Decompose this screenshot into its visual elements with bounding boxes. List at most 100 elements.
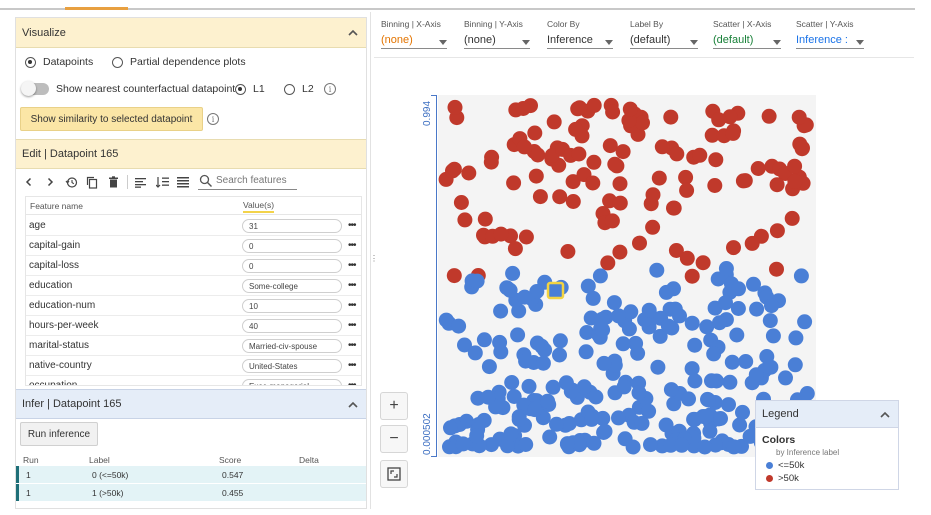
datapoint-low[interactable] bbox=[729, 327, 745, 343]
datapoint-high[interactable] bbox=[528, 168, 544, 184]
datapoint-low[interactable] bbox=[558, 375, 574, 391]
datapoint-low[interactable] bbox=[658, 284, 674, 300]
datapoint-low[interactable] bbox=[748, 367, 764, 383]
datapoint-low[interactable] bbox=[457, 337, 472, 353]
feature-value-input[interactable] bbox=[242, 219, 342, 233]
datapoint-low[interactable] bbox=[527, 402, 543, 418]
datapoint-high[interactable] bbox=[457, 212, 473, 228]
datapoint-high[interactable] bbox=[791, 109, 807, 125]
datapoint-low[interactable] bbox=[699, 319, 715, 335]
datapoint-low[interactable] bbox=[718, 295, 733, 311]
dropdown-value[interactable]: (none) bbox=[464, 34, 530, 49]
datapoint-low[interactable] bbox=[521, 378, 537, 394]
panel-divider[interactable] bbox=[370, 12, 371, 509]
datapoint-high[interactable] bbox=[605, 104, 621, 120]
run-inference-button[interactable]: Run inference bbox=[20, 422, 98, 446]
feature-value-input[interactable] bbox=[242, 299, 342, 313]
datapoint-high[interactable] bbox=[679, 250, 695, 266]
datapoint-low[interactable] bbox=[793, 268, 809, 284]
visualize-header[interactable]: Visualize bbox=[16, 18, 366, 48]
next-datapoint-icon[interactable] bbox=[43, 175, 57, 189]
radio-l2[interactable]: L2 bbox=[284, 83, 314, 95]
datapoint-low[interactable] bbox=[469, 273, 485, 289]
dropdown-value[interactable]: Inference : bbox=[796, 34, 864, 49]
datapoint-high[interactable] bbox=[722, 109, 738, 125]
datapoint-low[interactable] bbox=[704, 373, 719, 389]
resize-handle[interactable]: ⋮ bbox=[370, 254, 378, 263]
datapoint-low[interactable] bbox=[438, 312, 454, 328]
more-options-icon[interactable]: ••• bbox=[348, 280, 356, 291]
datapoint-low[interactable] bbox=[467, 345, 483, 361]
datapoint-high[interactable] bbox=[600, 255, 616, 271]
datapoint-high[interactable] bbox=[787, 158, 803, 174]
datapoint-high[interactable] bbox=[769, 261, 784, 277]
datapoint-low[interactable] bbox=[579, 325, 595, 340]
feature-value-input[interactable] bbox=[242, 339, 342, 353]
datapoint-high[interactable] bbox=[695, 255, 711, 271]
datapoint-high[interactable] bbox=[586, 97, 602, 113]
zoom-in-button[interactable]: + bbox=[380, 392, 408, 420]
binning-x-dropdown[interactable]: Binning | X-Axis (none) bbox=[381, 19, 447, 51]
radio-l1-dot[interactable] bbox=[235, 83, 246, 95]
datapoint-high[interactable] bbox=[651, 170, 667, 186]
datapoint-high[interactable] bbox=[761, 108, 777, 124]
feature-value-input[interactable] bbox=[242, 259, 342, 273]
datapoint-high[interactable] bbox=[612, 244, 628, 260]
datapoint-low[interactable] bbox=[561, 416, 577, 431]
infer-header[interactable]: Infer | Datapoint 165 bbox=[16, 389, 366, 419]
fit-to-screen-button[interactable] bbox=[380, 460, 408, 488]
chevron-up-icon[interactable] bbox=[346, 26, 360, 40]
datapoint-low[interactable] bbox=[724, 354, 740, 370]
datapoint-high[interactable] bbox=[795, 140, 810, 156]
datapoint-low[interactable] bbox=[615, 336, 631, 352]
datapoint-high[interactable] bbox=[530, 147, 546, 163]
datapoint-low[interactable] bbox=[634, 415, 650, 431]
search-input[interactable] bbox=[216, 175, 296, 186]
datapoint-low[interactable] bbox=[504, 375, 520, 390]
datapoint-low[interactable] bbox=[617, 431, 633, 447]
list-view-icon[interactable] bbox=[176, 175, 190, 189]
datapoint-high[interactable] bbox=[507, 241, 523, 257]
chevron-down-icon[interactable] bbox=[522, 40, 530, 45]
label-by-dropdown[interactable]: Label By (default) bbox=[630, 19, 698, 51]
datapoint-low[interactable] bbox=[712, 315, 727, 331]
binning-y-dropdown[interactable]: Binning | Y-Axis (none) bbox=[464, 19, 530, 51]
datapoint-low[interactable] bbox=[652, 328, 668, 344]
zoom-out-button[interactable]: − bbox=[380, 425, 408, 453]
datapoint-high[interactable] bbox=[568, 121, 584, 137]
datapoint-low[interactable] bbox=[549, 416, 564, 432]
datapoint-low[interactable] bbox=[480, 389, 496, 405]
datapoint-low[interactable] bbox=[788, 330, 804, 346]
datapoint-high[interactable] bbox=[477, 211, 493, 227]
datapoint-low[interactable] bbox=[586, 435, 602, 451]
datapoint-high[interactable] bbox=[552, 189, 568, 205]
datapoint-high[interactable] bbox=[602, 138, 618, 154]
datapoint-high[interactable] bbox=[635, 115, 650, 131]
dropdown-value[interactable]: (default) bbox=[713, 34, 781, 49]
datapoint-low[interactable] bbox=[706, 346, 722, 362]
datapoint-low[interactable] bbox=[674, 437, 690, 453]
datapoint-low[interactable] bbox=[746, 276, 761, 292]
datapoint-high[interactable] bbox=[447, 99, 463, 115]
datapoint-high[interactable] bbox=[446, 268, 462, 284]
more-options-icon[interactable]: ••• bbox=[348, 220, 356, 231]
radio-datapoints[interactable]: Datapoints bbox=[25, 56, 93, 68]
datapoint-low[interactable] bbox=[722, 374, 738, 390]
radio-pdp-dot[interactable] bbox=[112, 56, 123, 68]
datapoint-high[interactable] bbox=[453, 195, 469, 210]
datapoint-low[interactable] bbox=[576, 379, 592, 395]
show-similarity-button[interactable]: Show similarity to selected datapoint bbox=[20, 107, 203, 131]
datapoint-low[interactable] bbox=[535, 355, 551, 371]
more-options-icon[interactable]: ••• bbox=[348, 320, 356, 331]
datapoint-low[interactable] bbox=[721, 397, 736, 413]
datapoint-low[interactable] bbox=[578, 344, 594, 360]
more-options-icon[interactable]: ••• bbox=[348, 340, 356, 351]
datapoint-high[interactable] bbox=[787, 173, 803, 189]
chevron-up-icon[interactable] bbox=[346, 398, 360, 412]
datapoint-high[interactable] bbox=[750, 161, 766, 176]
chevron-down-icon[interactable] bbox=[439, 40, 447, 45]
datapoint-high[interactable] bbox=[461, 165, 477, 181]
datapoint-low[interactable] bbox=[701, 392, 716, 408]
sort-alpha-icon[interactable] bbox=[134, 175, 148, 189]
datapoint-low[interactable] bbox=[697, 439, 713, 455]
